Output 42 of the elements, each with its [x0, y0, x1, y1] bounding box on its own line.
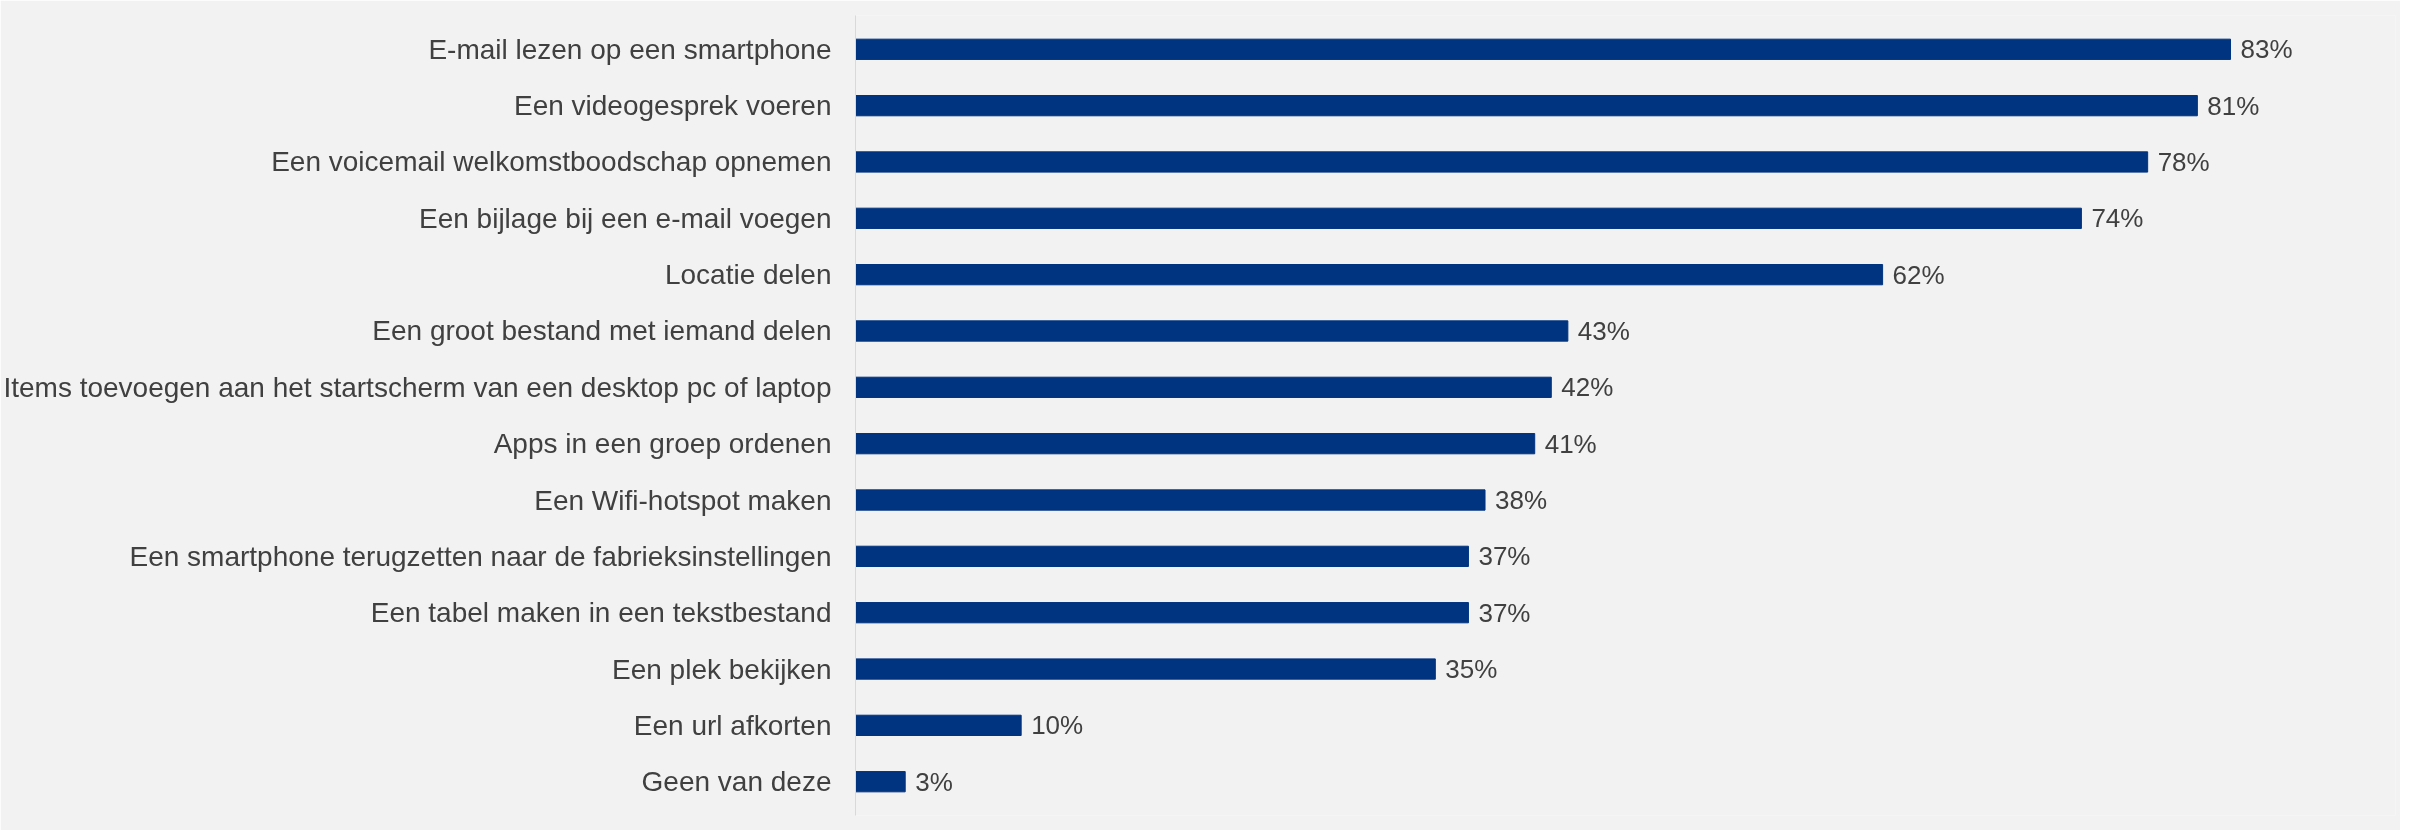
data-label: 83%: [2240, 34, 2293, 65]
data-label: 78%: [2157, 146, 2210, 177]
y-tick-label: Apps in een groep ordenen: [493, 428, 832, 460]
bar: [855, 433, 1536, 455]
y-tick-label: Een plek bekijken: [612, 653, 832, 685]
data-label: 37%: [1478, 597, 1531, 628]
bar: [855, 602, 1469, 624]
data-label: 3%: [915, 766, 953, 797]
bar: [855, 207, 2082, 229]
data-label: 62%: [1892, 259, 1945, 290]
bar: [855, 714, 1022, 736]
y-tick-label: Een videogesprek voeren: [513, 90, 832, 122]
data-label: 10%: [1031, 710, 1084, 741]
bar: [855, 38, 2231, 60]
bar: [855, 264, 1884, 286]
bar: [855, 95, 2198, 117]
y-tick-label: Een bijlage bij een e-mail voegen: [419, 202, 832, 234]
bar: [855, 658, 1436, 680]
y-tick-label: Een url afkorten: [633, 709, 832, 741]
y-tick-label: Locatie delen: [664, 259, 832, 291]
bar: [855, 151, 2149, 173]
data-label: 41%: [1544, 428, 1597, 459]
data-label: 35%: [1445, 654, 1498, 685]
y-tick-label: Geen van deze: [641, 766, 832, 798]
data-label: 42%: [1561, 372, 1614, 403]
data-label: 43%: [1577, 315, 1630, 346]
y-tick-label: E-mail lezen op een smartphone: [428, 33, 832, 65]
y-tick-label: Een groot bestand met iemand delen: [372, 315, 832, 347]
bar: [855, 376, 1552, 398]
y-tick-label: Een tabel maken in een tekstbestand: [370, 597, 832, 629]
data-label: 37%: [1478, 541, 1531, 572]
bar: [855, 489, 1486, 511]
bar: [855, 320, 1569, 342]
y-tick-label: Items toevoegen aan het startscherm van een desktop pc of laptop: [3, 371, 832, 403]
bar: [855, 771, 906, 793]
y-tick-label: Een Wifi-hotspot maken: [534, 484, 832, 516]
y-tick-label: Een voicemail welkomstboodschap opnemen: [271, 146, 832, 178]
y-tick-label: Een smartphone terugzetten naar de fabrieksinstellingen: [129, 540, 832, 572]
data-label: 74%: [2091, 203, 2144, 234]
data-label: 38%: [1495, 485, 1548, 516]
bar: [855, 545, 1469, 567]
data-label: 81%: [2207, 90, 2260, 121]
